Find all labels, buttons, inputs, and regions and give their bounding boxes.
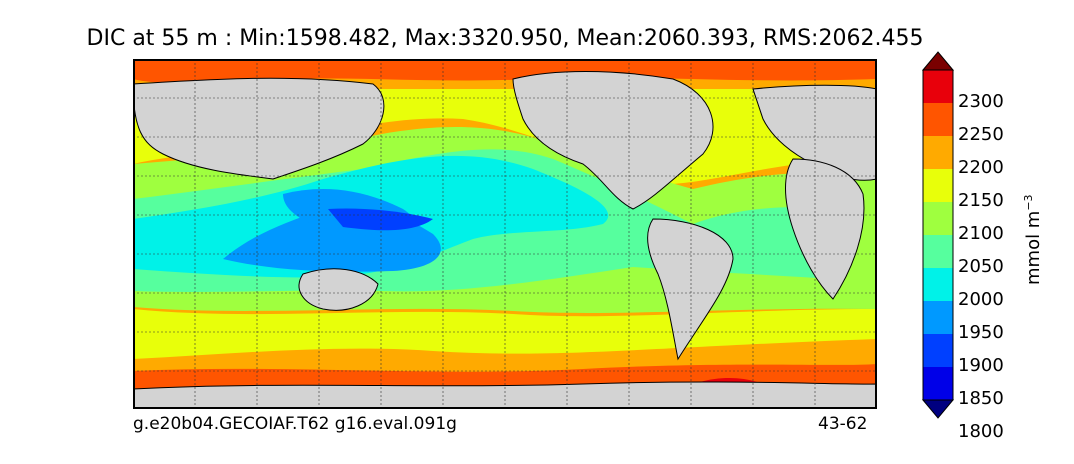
- ocean-region-1850: [328, 208, 433, 231]
- colorbar-unit: mmol m: [1023, 210, 1044, 285]
- colorbar-segment: [923, 103, 953, 137]
- case-name-label: g.e20b04.GECOIAF.T62 g16.eval.091g: [133, 414, 457, 434]
- colorbar-tick-label: 2100: [958, 223, 1004, 244]
- colorbar-tick-label: 1850: [958, 388, 1004, 409]
- colorbar-segment: [923, 70, 953, 104]
- map-svg: [133, 59, 877, 409]
- plot-title: DIC at 55 m : Min:1598.482, Max:3320.950…: [86, 26, 924, 51]
- colorbar-segment: [923, 169, 953, 203]
- colorbar-extend-top: [921, 51, 955, 71]
- colorbar-extend-bottom: [921, 399, 955, 419]
- colorbar-unit-exponent: −3: [1022, 194, 1035, 211]
- map-grid: [133, 59, 877, 409]
- year-range-label: 43-62: [818, 414, 868, 434]
- colorbar-tick-label: 1900: [958, 355, 1004, 376]
- colorbar-tick-label: 2150: [958, 190, 1004, 211]
- colorbar-segment: [923, 136, 953, 170]
- colorbar-segment: [923, 202, 953, 236]
- dic-map: [133, 59, 877, 409]
- land-south-america: [647, 218, 734, 361]
- colorbar: [921, 51, 955, 419]
- land-eurasia: [133, 77, 385, 180]
- colorbar-segment: [923, 235, 953, 269]
- land-africa: [785, 158, 865, 300]
- colorbar-tick-label: 2300: [958, 91, 1004, 112]
- colorbar-tick-labels: 2300 2250 2200 2150 2100 2050 2000 1950 1900 1850…: [958, 0, 1018, 464]
- colorbar-tick-label: 1800: [958, 421, 1004, 442]
- colorbar-segment: [923, 301, 953, 335]
- colorbar-tick-label: 2050: [958, 256, 1004, 277]
- colorbar-segment: [923, 367, 953, 401]
- land-north-america: [512, 71, 714, 210]
- colorbar-segment: [923, 268, 953, 302]
- colorbar-tick-label: 2250: [958, 124, 1004, 145]
- colorbar-segment: [923, 334, 953, 368]
- colorbar-tick-label: 2200: [958, 157, 1004, 178]
- colorbar-title: mmol m−3: [1022, 194, 1044, 285]
- colorbar-frame: [922, 69, 954, 401]
- colorbar-tick-label: 1950: [958, 322, 1004, 343]
- colorbar-tick-label: 2000: [958, 289, 1004, 310]
